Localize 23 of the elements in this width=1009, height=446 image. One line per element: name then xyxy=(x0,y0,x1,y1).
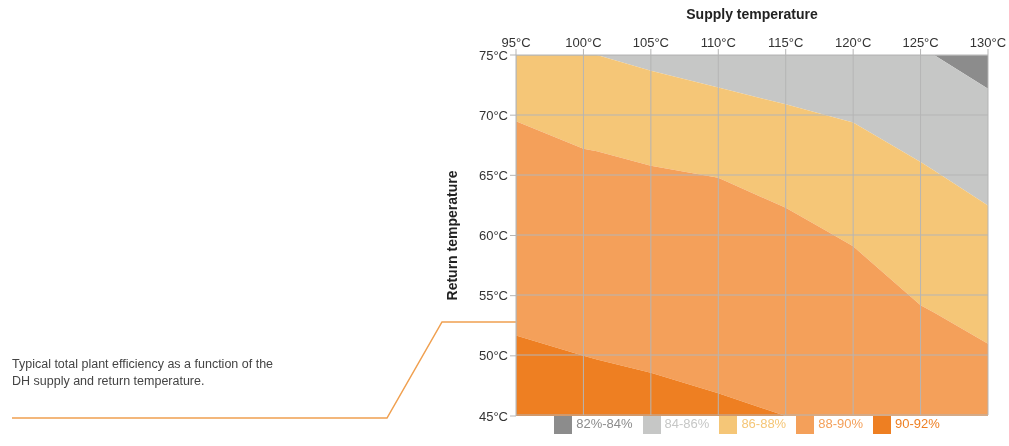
x-tick-label: 105°C xyxy=(632,35,669,50)
x-tick-label: 115°C xyxy=(768,35,804,50)
legend-label: 90-92% xyxy=(895,416,940,432)
y-tick-label: 60°C xyxy=(478,228,508,244)
y-axis-title: Return temperature xyxy=(443,170,460,301)
series-label: 84-86% xyxy=(664,416,710,432)
x-tick-label: 100°C xyxy=(565,35,602,50)
series-label: 88-90% xyxy=(818,416,863,432)
y-tick-label: 65°C xyxy=(478,167,508,183)
y-tick-label: 70°C xyxy=(478,107,508,123)
text: Typical total plant efficiency as a function of the DH supply and return temperature. xyxy=(12,356,275,390)
series-label: 86-88% xyxy=(741,416,787,432)
x-tick-label: 125°C xyxy=(902,35,939,50)
x-tick-label: 110°C xyxy=(700,35,736,50)
legend-label: 82%-84% xyxy=(576,416,633,432)
y-tick-label: 45°C xyxy=(478,408,508,424)
y-tick-label: 75°C xyxy=(478,47,508,63)
x-tick-label: 130°C xyxy=(969,35,1007,50)
x-axis-title: Supply temperature xyxy=(685,6,819,22)
y-tick-label: 55°C xyxy=(478,288,508,304)
x-tick-label: 120°C xyxy=(835,35,872,50)
x-tick-label: 95°C xyxy=(501,35,531,50)
y-tick-label: 50°C xyxy=(478,348,508,364)
